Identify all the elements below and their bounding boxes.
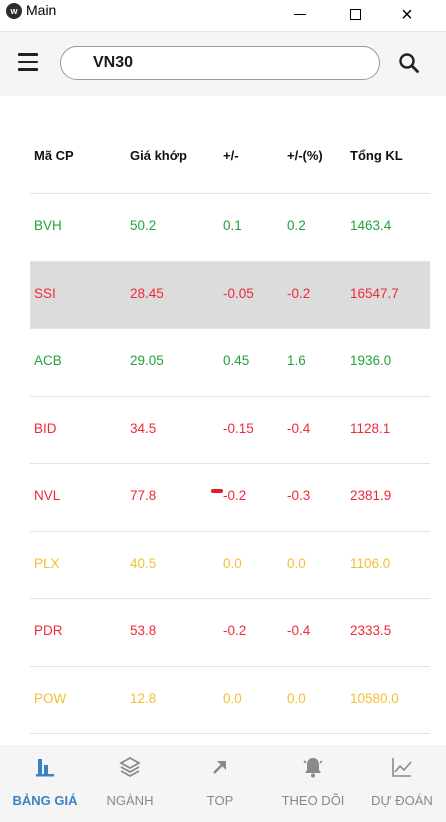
search-value: VN30 [93,54,134,71]
table-row[interactable]: PLX 40.5 0.0 0.0 1106.0 [30,532,430,599]
total-volume: 1936.0 [350,353,392,368]
hamburger-menu-icon[interactable] [16,53,40,73]
arrow-up-right-icon [213,761,226,774]
header-price: Giá khớp [130,148,187,163]
table-row[interactable]: BID 34.5 -0.15 -0.4 1128.1 [30,397,430,464]
nav-tab-theo-doi[interactable]: THEO DÕI [268,745,358,822]
percent-change: -0.4 [287,420,311,436]
match-price: 29.05 [130,353,164,368]
bell-icon [303,758,323,778]
stock-code: POW [34,690,67,706]
bar-chart-icon [36,759,54,777]
stock-code: ACB [34,353,62,368]
percent-change: 0.0 [287,690,306,706]
nav-tab-nganh[interactable]: NGÀNH [90,745,170,822]
nav-tab-du-doan[interactable]: DỰ ĐOÁN [358,745,446,822]
percent-change: 1.6 [287,353,306,368]
total-volume: 2381.9 [350,488,392,503]
price-change: -0.15 [223,420,254,436]
price-change: -0.2 [223,488,247,503]
nav-label: BẢNG GIÁ [12,793,78,808]
bottom-navigation: BẢNG GIÁ NGÀNH TOP THEO DÕI DỰ ĐOÁN [0,745,446,822]
layers-icon [119,756,141,778]
table-row[interactable]: NVL 77.8 -0.2 -0.3 2381.9 [30,464,430,532]
match-price: 50.2 [130,218,157,233]
percent-change: -0.3 [287,488,311,503]
percent-change: 0.2 [287,218,306,233]
table-row[interactable]: PDR 53.8 -0.2 -0.4 2333.5 [30,599,430,667]
total-volume: 1106.0 [350,555,391,571]
price-change: 0.45 [223,353,250,368]
match-price: 28.45 [130,285,164,301]
table-row[interactable]: SSI 28.45 -0.05 -0.2 16547.7 [30,261,430,329]
stock-code: PDR [34,623,63,638]
price-change: 0.1 [223,218,242,233]
maximize-icon [349,9,361,21]
line-chart-icon [392,758,412,777]
total-volume: 1128.1 [350,420,391,436]
total-volume: 2333.5 [350,623,392,638]
total-volume: 10580.0 [350,690,399,706]
match-price: 77.8 [130,488,157,503]
match-price: 34.5 [130,420,157,436]
price-change: -0.05 [223,285,254,301]
window-title: Main [26,2,57,18]
total-volume: 1463.4 [350,218,392,233]
maximize-button[interactable] [332,0,378,32]
percent-change: -0.2 [287,285,311,301]
stock-code: BVH [34,218,62,233]
nav-label: NGÀNH [106,793,154,808]
total-volume: 16547.7 [350,285,399,301]
stock-code: SSI [34,285,56,301]
match-price: 40.5 [130,555,157,571]
header-code: Mã CP [34,148,74,163]
price-change: -0.2 [223,623,247,638]
percent-change: -0.4 [287,623,311,638]
minimize-icon [294,14,306,16]
nav-tab-bang-gia[interactable]: BẢNG GIÁ [0,745,90,822]
table-row[interactable]: POW 12.8 0.0 0.0 10580.0 [30,667,430,734]
table-header: Mã CP Giá khớp +/- +/-(%) Tổng KL [30,120,430,194]
table-row[interactable]: BVH 50.2 0.1 0.2 1463.4 [30,194,430,262]
window-titlebar: w Main × [0,0,446,32]
match-price: 53.8 [130,623,157,638]
nav-tab-top[interactable]: TOP [180,745,260,822]
stock-table: Mã CP Giá khớp +/- +/-(%) Tổng KL BVH 50.… [30,120,430,734]
close-button[interactable]: × [401,4,413,26]
stock-code: PLX [34,555,60,571]
minimize-button[interactable] [277,0,323,32]
nav-label: DỰ ĐOÁN [371,793,433,808]
app-logo-icon: w [6,3,22,19]
match-price: 12.8 [130,690,157,706]
header-change-percent: +/-(%) [287,148,323,163]
search-icon[interactable] [397,51,421,75]
stock-code: BID [34,420,57,436]
app-bar: VN30 [0,32,446,96]
nav-label: THEO DÕI [281,793,345,808]
header-volume: Tổng KL [350,148,403,163]
nav-label: TOP [206,793,234,808]
price-change: 0.0 [223,555,242,571]
stock-code: NVL [34,488,61,503]
header-change: +/- [223,148,239,163]
price-change: 0.0 [223,690,242,706]
search-input[interactable]: VN30 [60,46,380,80]
percent-change: 0.0 [287,555,306,571]
scroll-indicator [211,489,223,493]
table-row[interactable]: ACB 29.05 0.45 1.6 1936.0 [30,329,430,397]
